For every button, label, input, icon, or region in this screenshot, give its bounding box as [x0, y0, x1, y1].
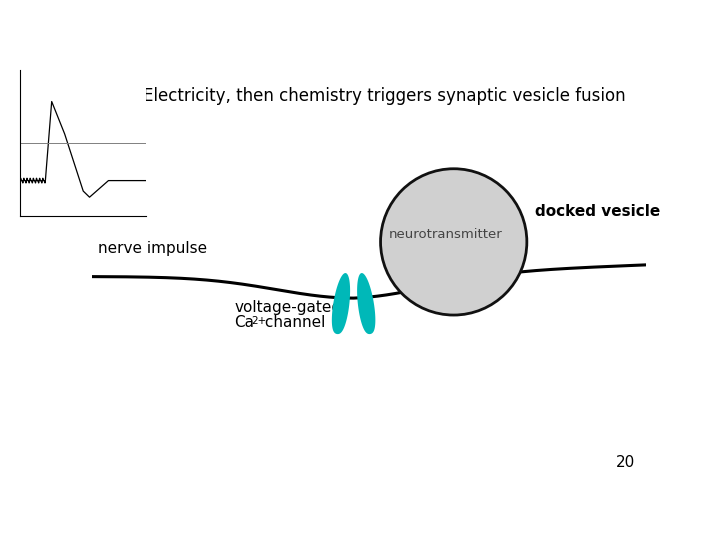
Text: voltage-gated: voltage-gated [234, 300, 341, 315]
Text: Ca: Ca [234, 315, 254, 330]
Text: Electricity, then chemistry triggers synaptic vesicle fusion: Electricity, then chemistry triggers syn… [143, 86, 626, 105]
Text: 20: 20 [616, 455, 636, 470]
Text: channel: channel [261, 315, 326, 330]
Text: 2+: 2+ [251, 316, 266, 326]
Ellipse shape [381, 168, 527, 315]
Polygon shape [357, 273, 375, 334]
Text: nerve impulse: nerve impulse [98, 240, 207, 255]
Text: docked vesicle: docked vesicle [534, 204, 660, 219]
Polygon shape [332, 273, 350, 334]
Text: neurotransmitter: neurotransmitter [389, 228, 503, 241]
